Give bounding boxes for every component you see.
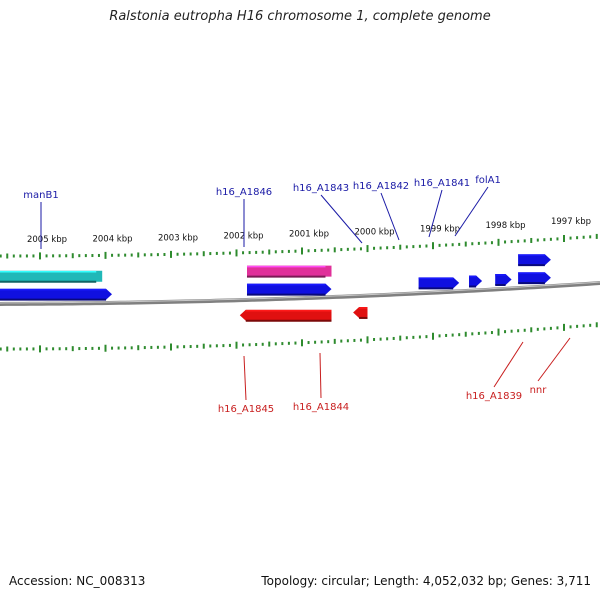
chromosome-backbone-highlight — [0, 281, 600, 304]
gene-leader-line — [454, 186, 489, 237]
gene-leader-line — [320, 194, 363, 244]
gene-label-h16_A1845: h16_A1845 — [218, 404, 274, 415]
gene-label-h16_A1844: h16_A1844 — [293, 402, 349, 413]
ruler-label: 2005 kbp — [27, 235, 67, 245]
genome-summary: Topology: circular; Length: 4,052,032 bp… — [261, 574, 591, 588]
gene-arrow-h16_A1846-lower — [247, 283, 332, 295]
gene-label-h16_A1846: h16_A1846 — [216, 187, 272, 198]
gene-label-nnr: nnr — [530, 385, 548, 396]
gene-arrow-h16_A1845 — [239, 309, 332, 321]
gene-arrow-h16_A1843 — [418, 277, 460, 289]
gene-leader-line — [428, 189, 443, 238]
ruler-label: 1999 kbp — [420, 224, 460, 234]
gene-label-h16_A1842: h16_A1842 — [353, 181, 409, 192]
ruler-label: 2004 kbp — [92, 234, 132, 244]
accession-label: Accession: NC_008313 — [9, 574, 146, 588]
gene-leader-line — [243, 355, 247, 401]
gene-arrow-manB1-lower — [0, 288, 112, 300]
ruler-label: 2003 kbp — [158, 233, 198, 243]
ruler-label: 2001 kbp — [289, 230, 329, 240]
gene-arrow-h16_A1842 — [469, 275, 483, 287]
gene-arrow-h16_A1841 — [495, 274, 512, 285]
ruler-label: 1998 kbp — [485, 221, 525, 231]
gene-leader-line — [319, 352, 322, 399]
gene-label-h16_A1841: h16_A1841 — [414, 178, 470, 189]
gene-label-h16_A1839: h16_A1839 — [466, 391, 522, 402]
gene-arrow-h16_A1844 — [353, 307, 368, 318]
ruler-label: 1997 kbp — [551, 217, 591, 227]
gene-label-manB1: manB1 — [23, 190, 58, 201]
map-title: Ralstonia eutropha H16 chromosome 1, com… — [109, 9, 491, 24]
gene-leader-line — [537, 337, 571, 382]
gene-leader-line — [493, 341, 524, 388]
chromosome-backbone — [0, 281, 600, 306]
ruler-label: 2000 kbp — [354, 227, 394, 237]
gene-arrow-manB1 — [0, 270, 103, 282]
gene-arrow-h16_A1846 — [247, 265, 332, 277]
gene-arrow-folA1-upper — [518, 254, 551, 266]
gene-leader-line — [380, 192, 400, 241]
gene-arrow-folA1 — [518, 272, 551, 284]
gene-label-folA1: folA1 — [475, 175, 501, 186]
gene-label-h16_A1843: h16_A1843 — [293, 183, 349, 194]
